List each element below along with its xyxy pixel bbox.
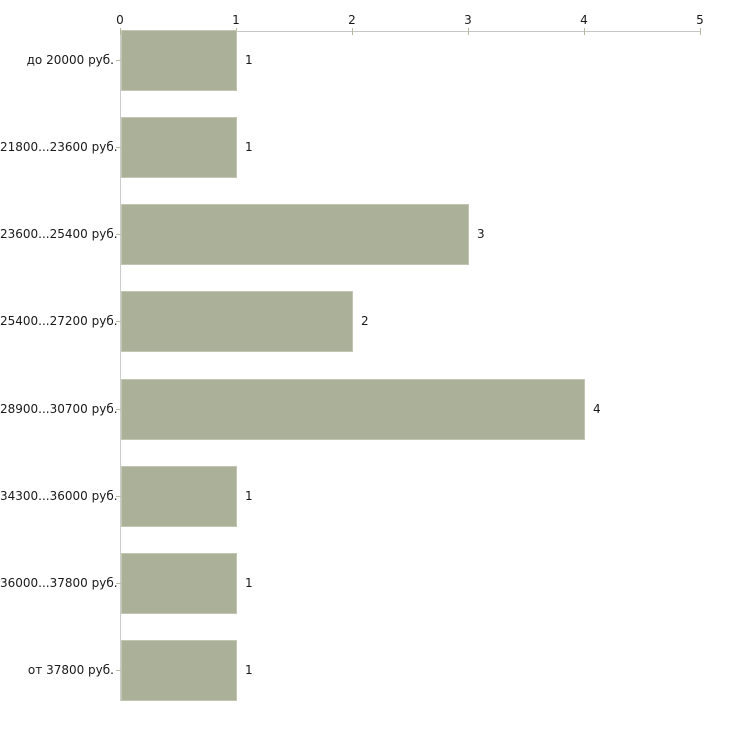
y-tick-mark bbox=[116, 147, 121, 148]
y-tick-mark bbox=[116, 583, 121, 584]
y-tick-mark bbox=[116, 321, 121, 322]
x-tick-label: 0 bbox=[116, 13, 124, 27]
bar bbox=[121, 30, 237, 91]
bar bbox=[121, 204, 469, 265]
x-axis-line bbox=[120, 31, 701, 32]
bar bbox=[121, 117, 237, 178]
x-tick-label: 3 bbox=[464, 13, 472, 27]
bar bbox=[121, 640, 237, 701]
value-label: 1 bbox=[245, 489, 253, 503]
y-tick-mark bbox=[116, 496, 121, 497]
category-label: 23600...25400 руб. bbox=[0, 227, 118, 241]
value-label: 4 bbox=[593, 402, 601, 416]
category-label: до 20000 руб. bbox=[26, 53, 114, 67]
value-label: 1 bbox=[245, 576, 253, 590]
x-tick-label: 4 bbox=[580, 13, 588, 27]
y-axis-line bbox=[120, 31, 121, 701]
x-tick-mark bbox=[468, 28, 469, 35]
bar bbox=[121, 466, 237, 527]
value-label: 1 bbox=[245, 140, 253, 154]
y-tick-mark bbox=[116, 670, 121, 671]
x-tick-mark bbox=[120, 28, 121, 35]
x-tick-mark bbox=[584, 28, 585, 35]
category-label: 28900...30700 руб. bbox=[0, 402, 118, 416]
value-label: 1 bbox=[245, 53, 253, 67]
value-label: 3 bbox=[477, 227, 485, 241]
y-tick-mark bbox=[116, 409, 121, 410]
bar bbox=[121, 553, 237, 614]
category-label: 21800...23600 руб. bbox=[0, 140, 118, 154]
category-label: 25400...27200 руб. bbox=[0, 314, 118, 328]
x-tick-label: 2 bbox=[348, 13, 356, 27]
x-tick-label: 1 bbox=[232, 13, 240, 27]
category-label: от 37800 руб. bbox=[27, 663, 114, 677]
value-label: 2 bbox=[361, 314, 369, 328]
x-tick-label: 5 bbox=[696, 13, 704, 27]
category-label: 36000...37800 руб. bbox=[0, 576, 118, 590]
bar bbox=[121, 379, 585, 440]
y-tick-mark bbox=[116, 60, 121, 61]
bar bbox=[121, 291, 353, 352]
y-tick-mark bbox=[116, 234, 121, 235]
category-label: 34300...36000 руб. bbox=[0, 489, 118, 503]
x-tick-mark bbox=[352, 28, 353, 35]
x-tick-mark bbox=[700, 28, 701, 35]
value-label: 1 bbox=[245, 663, 253, 677]
